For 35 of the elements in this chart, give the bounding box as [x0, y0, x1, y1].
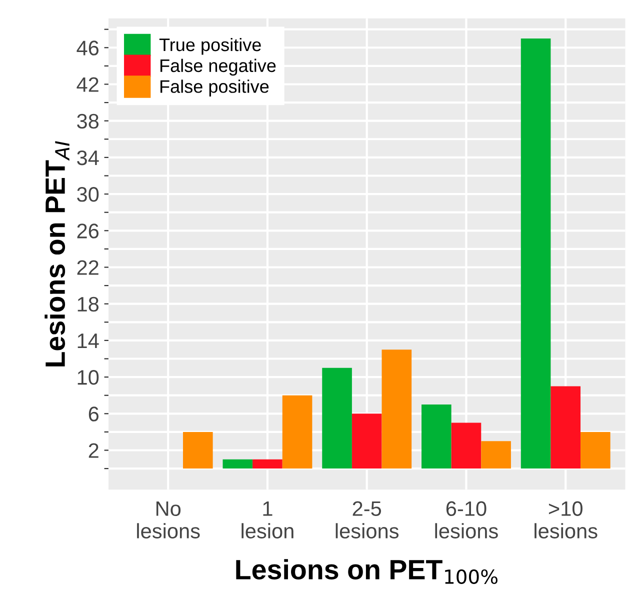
y-tick-label: 26: [77, 224, 99, 238]
x-tick-label: 6-10 lesions: [435, 501, 498, 538]
bar: [422, 404, 452, 469]
y-tick-label: 2: [88, 443, 98, 458]
bar: [222, 459, 253, 469]
bar: [382, 350, 412, 469]
y-tick-label: 14: [78, 334, 99, 348]
x-tick-label: 1 lesion: [242, 501, 294, 538]
x-tick-label: >10 lesions: [534, 501, 598, 538]
bar: [520, 38, 551, 469]
y-tick-label: 34: [77, 150, 99, 166]
legend-label: False negative: [160, 58, 276, 76]
bar: [580, 432, 610, 469]
x-tick-label: No lesions: [137, 501, 200, 538]
bar: [352, 414, 382, 469]
bar: [451, 422, 482, 469]
y-tick-label: 30: [77, 187, 99, 202]
legend-label: True positive: [159, 38, 261, 55]
bar: [322, 368, 352, 469]
y-tick-label: 46: [76, 40, 99, 56]
y-tick-label: 18: [78, 296, 99, 312]
y-tick-label: 6: [88, 406, 99, 422]
bar: [481, 441, 511, 469]
y-tick-label: 38: [77, 114, 99, 129]
x-axis-title: Lesions on PET$_{100%}$: [236, 559, 498, 584]
y-tick-label: 22: [77, 260, 98, 275]
y-axis-title: Lesions on PET$_{AI}$: [44, 141, 70, 366]
x-tick-label: 2-5 lesions: [336, 501, 399, 538]
legend-label: False positive: [160, 80, 269, 96]
y-tick-label: 42: [76, 77, 98, 92]
bar: [252, 459, 282, 469]
bar: [282, 395, 312, 469]
bar: [182, 432, 213, 469]
bar: [550, 386, 581, 469]
y-tick-label: 10: [78, 370, 99, 385]
